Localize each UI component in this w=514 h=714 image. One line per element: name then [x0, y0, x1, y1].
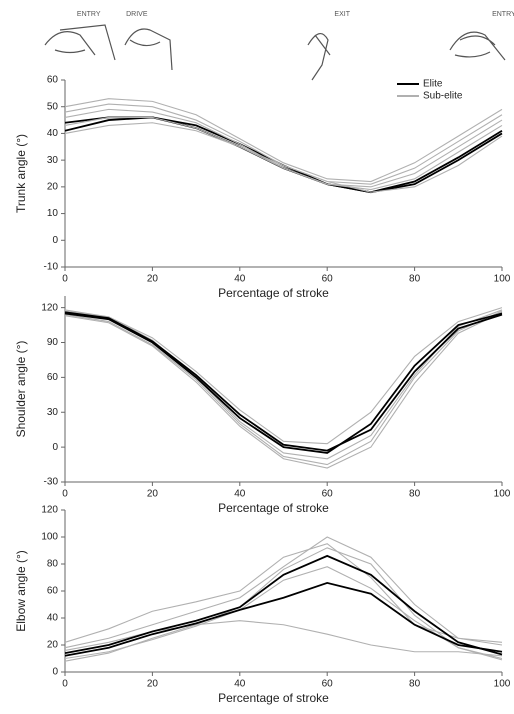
phase-label: ENTRY — [77, 11, 101, 18]
x-tick-label: 40 — [234, 489, 246, 500]
x-tick-label: 20 — [147, 679, 159, 690]
x-tick-label: 80 — [409, 679, 421, 690]
y-tick-label: -30 — [44, 477, 59, 488]
series-line — [64, 310, 503, 466]
y-tick-label: 50 — [47, 101, 59, 112]
series-line — [64, 108, 503, 188]
series-line — [64, 543, 503, 643]
series-line — [64, 116, 503, 191]
x-tick-label: 0 — [62, 274, 68, 285]
y-tick-label: 60 — [47, 586, 59, 597]
y-tick-label: 40 — [47, 613, 59, 624]
phase-label: ENTRY — [492, 11, 514, 18]
y-tick-label: 0 — [52, 442, 58, 453]
series-line — [64, 581, 503, 657]
series-line — [64, 554, 503, 656]
series-line — [64, 566, 503, 660]
x-tick-label: 0 — [62, 489, 68, 500]
y-tick-label: 30 — [47, 407, 59, 418]
y-tick-label: 0 — [52, 667, 58, 678]
y-tick-label: 20 — [47, 181, 59, 192]
series-line — [64, 307, 503, 445]
x-tick-label: 80 — [409, 489, 421, 500]
y-tick-label: 120 — [41, 302, 58, 313]
series-line — [64, 122, 503, 193]
series-line — [64, 311, 503, 469]
x-tick-label: 40 — [234, 679, 246, 690]
x-tick-label: 40 — [234, 274, 246, 285]
series-line — [64, 309, 503, 460]
y-axis-label: Shoulder angle (°) — [14, 341, 28, 438]
stroke-sketches — [44, 24, 506, 81]
series-line — [64, 536, 503, 649]
y-tick-label: 100 — [41, 532, 58, 543]
y-tick-label: 30 — [47, 155, 59, 166]
y-tick-label: 10 — [47, 208, 59, 219]
x-axis-label: Percentage of stroke — [218, 286, 329, 300]
y-tick-label: -10 — [44, 262, 59, 273]
series-line — [64, 311, 503, 452]
series-line — [64, 98, 503, 183]
x-tick-label: 100 — [494, 274, 511, 285]
x-tick-label: 60 — [322, 274, 334, 285]
phase-label: EXIT — [334, 11, 350, 18]
series-line — [64, 312, 503, 454]
series-line — [64, 547, 503, 662]
y-axis-label: Elbow angle (°) — [14, 550, 28, 632]
y-tick-label: 40 — [47, 128, 59, 139]
x-tick-label: 100 — [494, 679, 511, 690]
y-tick-label: 20 — [47, 640, 59, 651]
x-axis-label: Percentage of stroke — [218, 501, 329, 515]
x-tick-label: 60 — [322, 489, 334, 500]
y-tick-label: 90 — [47, 337, 59, 348]
x-tick-label: 60 — [322, 679, 334, 690]
y-tick-label: 120 — [41, 505, 58, 516]
y-tick-label: 0 — [52, 235, 58, 246]
y-tick-label: 60 — [47, 75, 59, 86]
x-tick-label: 100 — [494, 489, 511, 500]
y-axis-label: Trunk angle (°) — [14, 134, 28, 213]
x-tick-label: 80 — [409, 274, 421, 285]
y-tick-label: 60 — [47, 372, 59, 383]
y-tick-label: 80 — [47, 559, 59, 570]
legend-label: Elite — [423, 79, 443, 90]
x-tick-label: 0 — [62, 679, 68, 690]
x-tick-label: 20 — [147, 489, 159, 500]
x-axis-label: Percentage of stroke — [218, 691, 329, 705]
x-tick-label: 20 — [147, 274, 159, 285]
legend-label: Sub-elite — [423, 91, 463, 102]
phase-label: DRIVE — [126, 11, 148, 18]
